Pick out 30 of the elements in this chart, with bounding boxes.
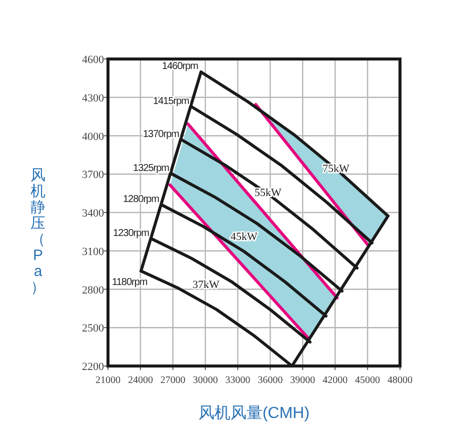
x-tick-label: 39000 xyxy=(290,375,316,386)
x-tick-label: 24000 xyxy=(128,375,153,386)
y-tick-label: 4000 xyxy=(82,130,104,143)
y-tick-label: 2200 xyxy=(82,361,104,373)
series-label: 1325rpm xyxy=(133,162,170,174)
x-tick-label: 30000 xyxy=(192,375,218,386)
annotation: 37kW xyxy=(192,279,220,291)
series-label: 1230rpm xyxy=(113,228,150,239)
x-tick-label: 21000 xyxy=(96,375,120,386)
y-axis-title: 风机静压（Pa） xyxy=(30,167,46,296)
x-tick-label: 36000 xyxy=(258,375,283,386)
y-tick-label: 3700 xyxy=(82,169,104,182)
x-tick-label: 42000 xyxy=(322,375,348,386)
y-tick-label: 3400 xyxy=(82,208,104,220)
x-tick-label: 45000 xyxy=(355,375,380,386)
y-tick-label: 4300 xyxy=(82,92,104,104)
series-label: 1280rpm xyxy=(122,194,160,205)
y-tick-label: 2800 xyxy=(82,284,104,296)
series-label: 1415rpm xyxy=(153,96,190,107)
x-tick-label: 48000 xyxy=(388,375,412,386)
y-tick-label: 2500 xyxy=(82,322,104,335)
x-axis-title: 风机风量(CMH) xyxy=(198,404,310,422)
y-tick-label: 4600 xyxy=(82,54,104,66)
annotation: 45kW xyxy=(230,231,258,243)
series-label: 1370rpm xyxy=(143,128,180,140)
series-label: 1180rpm xyxy=(112,276,148,288)
series-label: 1460rpm xyxy=(162,61,198,72)
x-tick-label: 27000 xyxy=(160,375,186,386)
x-tick-label: 33000 xyxy=(225,375,250,386)
y-tick-label: 3100 xyxy=(82,246,104,258)
